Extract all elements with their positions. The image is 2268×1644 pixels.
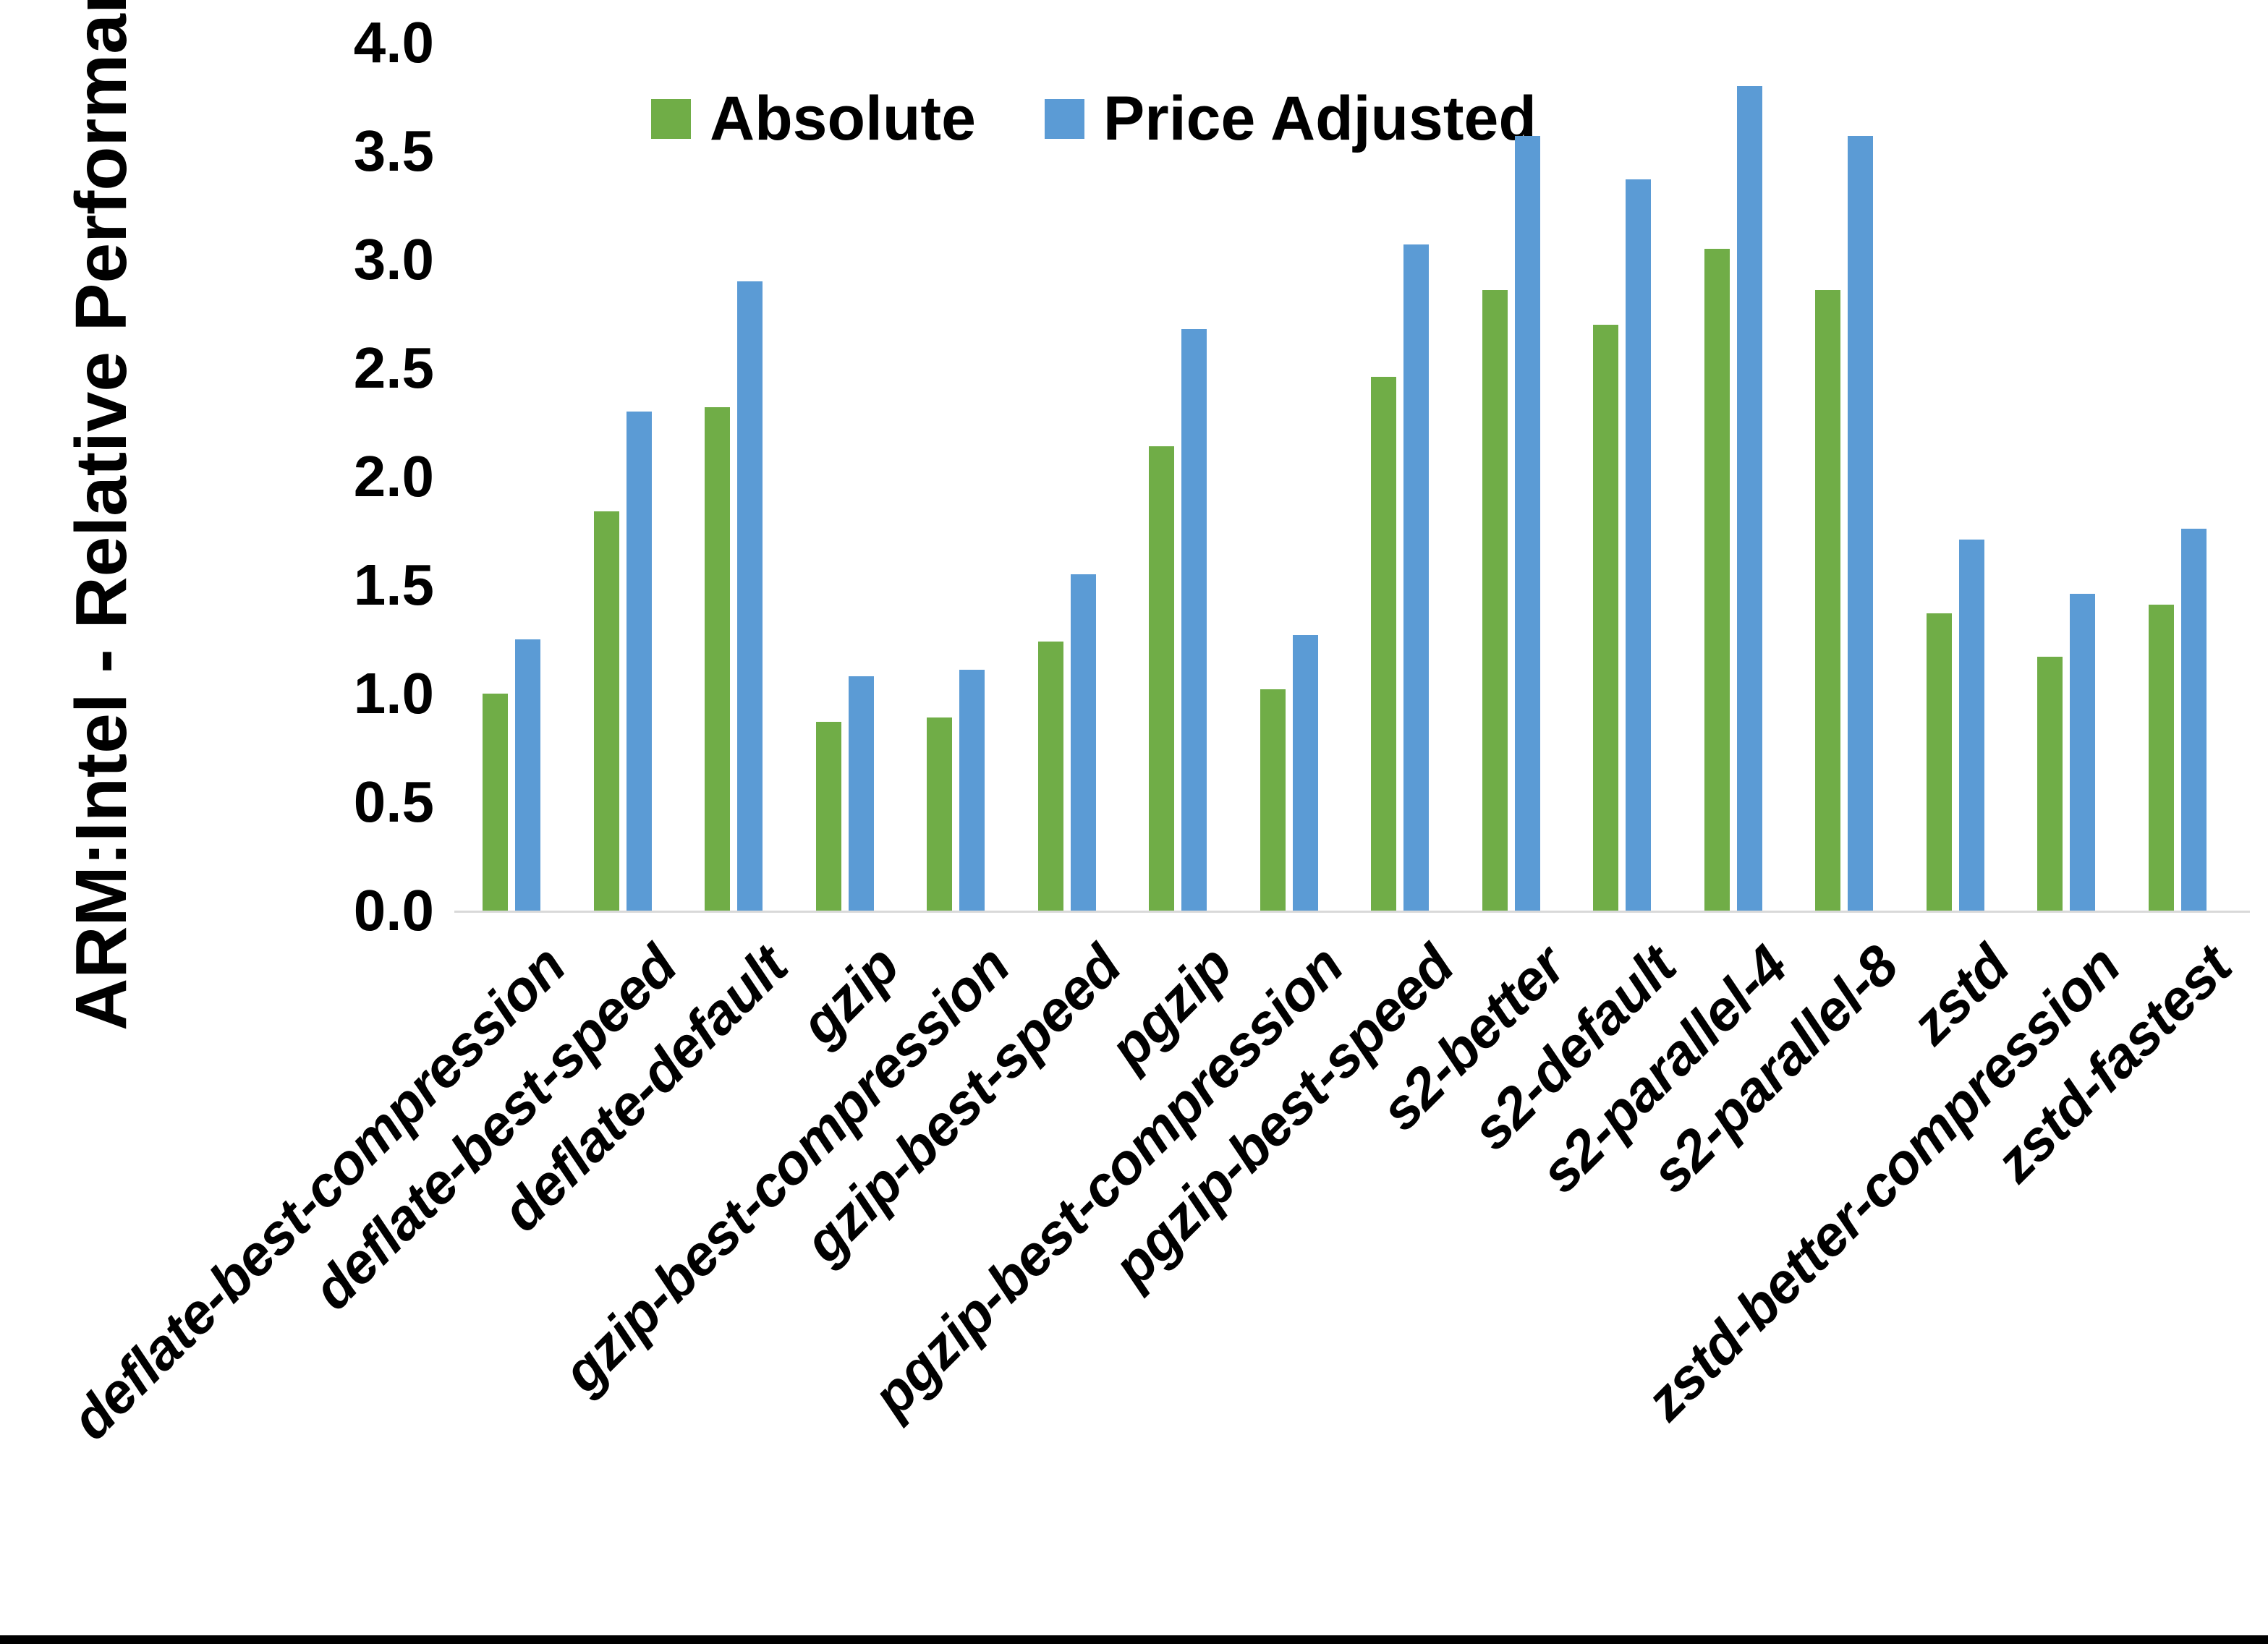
y-axis-tick-label: 4.0 — [353, 10, 434, 74]
absolute-bar-pgzip-best-compression — [1260, 689, 1286, 911]
legend-item-price-adjusted: Price Adjusted — [1044, 83, 1537, 153]
absolute-bar-zstd — [1926, 613, 1952, 911]
price-adjusted-bar-s2-default — [1626, 179, 1651, 911]
price-adjusted-bar-zstd-fastest — [2180, 529, 2207, 911]
price-adjusted-bar-pgzip — [1181, 329, 1207, 911]
absolute-bar-zstd-fastest — [2148, 605, 2174, 911]
absolute-bar-gzip-best-compression — [927, 717, 952, 911]
absolute-bar-gzip-best-speed — [1037, 642, 1063, 911]
price-adjusted-bar-s2-parallel-4 — [1736, 86, 1762, 911]
price-adjusted-bar-deflate-best-speed — [626, 412, 652, 911]
legend-swatch-icon — [1044, 98, 1084, 139]
y-axis-tick-label: 3.0 — [353, 227, 434, 291]
price-adjusted-bar-zstd — [1958, 540, 1984, 911]
price-adjusted-bar-s2-parallel-8 — [1848, 136, 1873, 911]
price-adjusted-bar-gzip-best-compression — [959, 670, 985, 911]
price-adjusted-bar-gzip — [848, 676, 874, 911]
y-axis-tick-label: 1.0 — [353, 661, 434, 725]
bottom-border-bar — [0, 1635, 2268, 1644]
absolute-bar-s2-parallel-4 — [1704, 249, 1730, 911]
absolute-bar-pgzip-best-speed — [1371, 377, 1396, 911]
x-axis-line — [454, 911, 2250, 913]
legend-item-absolute: Absolute — [651, 83, 976, 153]
y-axis-title: ARM:Intel - Relative Performance — [61, 0, 142, 1031]
absolute-bar-deflate-best-speed — [593, 511, 619, 911]
price-adjusted-bar-deflate-best-compression — [515, 639, 540, 911]
legend-label: Absolute — [710, 83, 976, 153]
legend-swatch-icon — [651, 98, 691, 139]
absolute-bar-zstd-better-compression — [2037, 657, 2063, 911]
price-adjusted-bar-zstd-better-compression — [2070, 594, 2095, 911]
absolute-bar-deflate-default — [705, 407, 730, 911]
absolute-bar-s2-default — [1593, 325, 1618, 911]
legend-label: Price Adjusted — [1103, 83, 1537, 153]
absolute-bar-deflate-best-compression — [483, 694, 508, 911]
y-axis-tick-label: 3.5 — [353, 119, 434, 183]
absolute-bar-gzip — [815, 722, 841, 911]
y-axis-tick-label: 2.5 — [353, 336, 434, 400]
y-axis-tick-label: 0.5 — [353, 770, 434, 834]
price-adjusted-bar-s2-better — [1514, 136, 1540, 911]
absolute-bar-s2-parallel-8 — [1815, 290, 1840, 911]
y-axis-tick-label: 2.0 — [353, 444, 434, 508]
absolute-bar-s2-better — [1482, 290, 1508, 911]
price-adjusted-bar-deflate-default — [737, 281, 763, 911]
price-adjusted-bar-gzip-best-speed — [1070, 574, 1096, 911]
y-axis-tick-label: 1.5 — [353, 553, 434, 617]
price-adjusted-bar-pgzip-best-compression — [1292, 635, 1318, 911]
y-axis-tick-label: 0.0 — [353, 878, 434, 942]
legend: Absolute Price Adjusted — [651, 83, 1537, 153]
absolute-bar-pgzip — [1149, 446, 1174, 911]
price-adjusted-bar-pgzip-best-speed — [1403, 244, 1429, 911]
